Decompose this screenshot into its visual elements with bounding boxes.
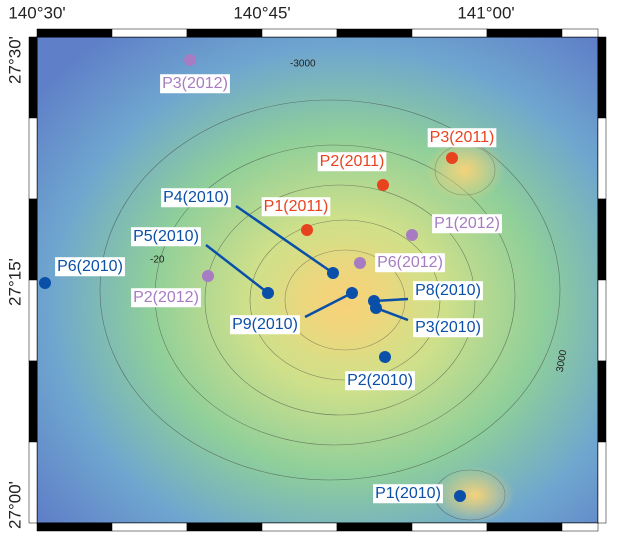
frame-bar: [187, 523, 262, 531]
station-label: P3(2010): [415, 319, 481, 336]
station-dot: [454, 490, 466, 502]
station-label: P2(2012): [133, 289, 199, 306]
station-dot: [184, 54, 196, 66]
frame-bar: [337, 29, 412, 37]
frame-bar: [112, 523, 187, 531]
station-label: P5(2010): [133, 228, 199, 245]
lon-label: 140°30': [8, 3, 65, 22]
station-dot: [370, 302, 382, 314]
frame-bar: [598, 280, 606, 361]
frame-bar: [598, 442, 606, 523]
station-label: P1(2012): [434, 215, 500, 232]
seamount: [435, 467, 515, 523]
frame-bar: [37, 29, 112, 37]
station-label: P6(2012): [377, 254, 443, 271]
station-dot: [406, 229, 418, 241]
frame-bar: [598, 37, 606, 118]
frame-bar: [412, 523, 487, 531]
contour-label: -20: [150, 255, 165, 266]
frame-bar: [487, 29, 562, 37]
lat-label: 27°15': [5, 258, 24, 306]
lon-label: 141°00': [457, 3, 514, 22]
frame-bar: [29, 361, 37, 442]
frame-bar: [262, 29, 337, 37]
contour-label: -3000: [290, 59, 316, 70]
frame-bar: [598, 361, 606, 442]
frame-bar: [29, 442, 37, 523]
station-label: P2(2011): [320, 153, 385, 170]
station-dot: [39, 277, 51, 289]
frame-bar: [598, 118, 606, 199]
station-dot: [262, 287, 274, 299]
station-label: P2(2010): [347, 372, 413, 389]
frame-bar: [412, 29, 487, 37]
seamount: [425, 138, 505, 202]
frame-bar: [29, 280, 37, 361]
lat-label: 27°00': [5, 481, 24, 529]
page: {"map": { "lon_ticks": ["140°30'", "140°…: [0, 0, 619, 541]
frame-bar: [337, 523, 412, 531]
frame-bar: [29, 199, 37, 280]
station-dot: [327, 267, 339, 279]
station-label: P3(2012): [162, 75, 228, 92]
station-dot: [354, 257, 366, 269]
frame-bar: [37, 523, 112, 531]
station-label: P4(2010): [163, 189, 229, 206]
station-label: P1(2010): [375, 485, 441, 502]
station-label: P6(2010): [57, 258, 123, 275]
station-dot: [202, 270, 214, 282]
station-dot: [377, 179, 389, 191]
station-dot: [346, 287, 358, 299]
frame-bar: [112, 29, 187, 37]
station-label: P9(2010): [232, 316, 298, 333]
frame-bar: [562, 523, 598, 531]
station-dot: [301, 224, 313, 236]
station-label: P3(2011): [430, 129, 495, 146]
frame-bar: [262, 523, 337, 531]
station-dot: [446, 152, 458, 164]
station-label: P8(2010): [415, 282, 481, 299]
map: -3000 3000 -20 140°30'140°45'141°00'27°3…: [0, 0, 619, 541]
lon-label: 140°45': [233, 3, 290, 22]
frame-bar: [562, 29, 598, 37]
lat-label: 27°30': [5, 36, 24, 84]
station-dot: [379, 351, 391, 363]
station-label: P1(2011): [264, 198, 329, 215]
frame-bar: [598, 199, 606, 280]
frame-bar: [29, 118, 37, 199]
frame-bar: [29, 37, 37, 118]
frame-bar: [487, 523, 562, 531]
frame-bar: [187, 29, 262, 37]
